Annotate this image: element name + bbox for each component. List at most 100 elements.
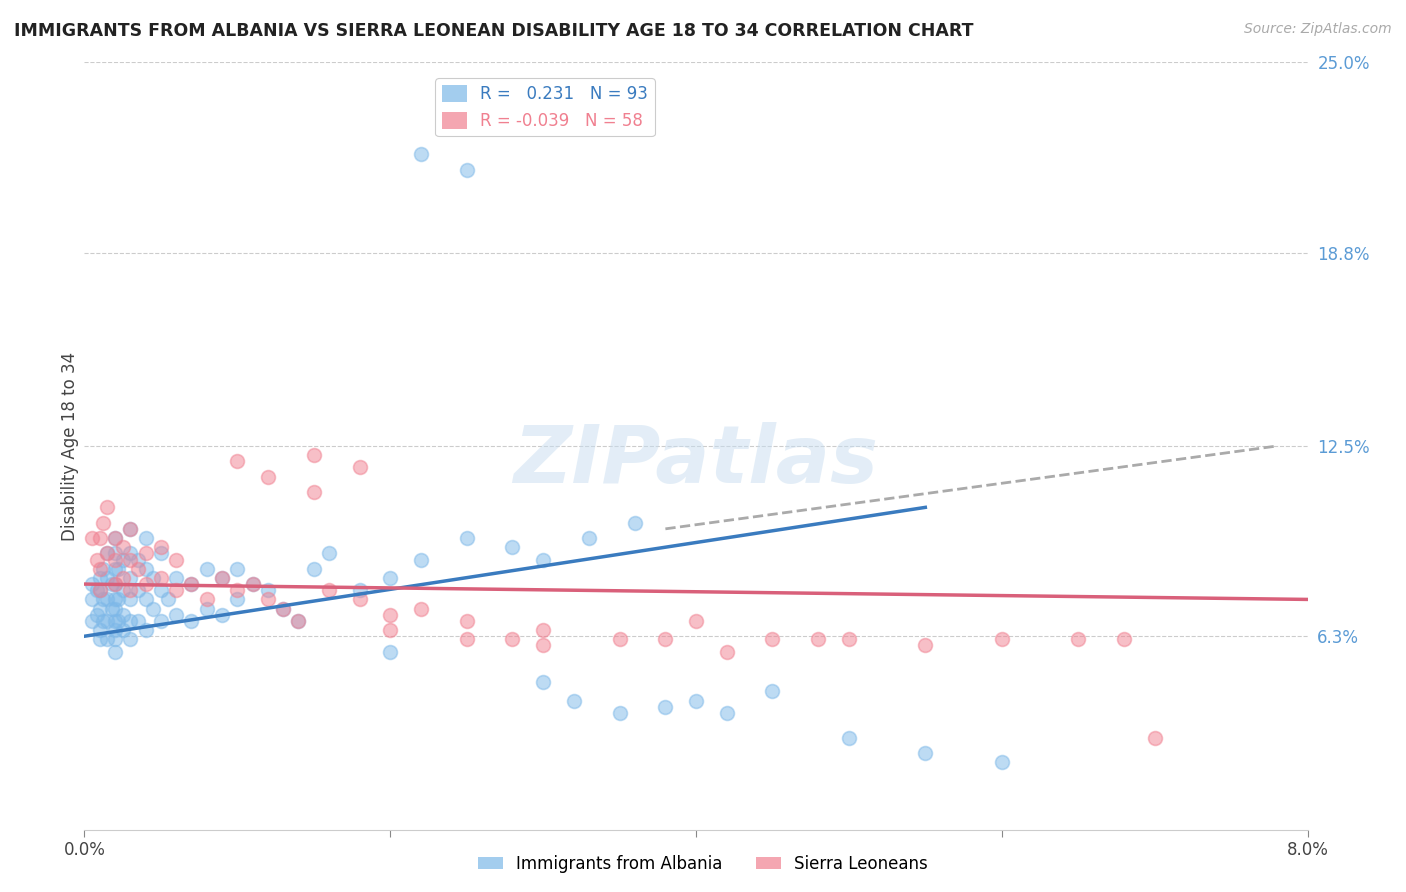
Point <box>271 601 294 615</box>
Point <box>104 577 127 591</box>
Point <box>91 516 114 530</box>
Point <box>111 552 134 566</box>
Point <box>104 552 127 566</box>
Point <box>609 632 631 647</box>
Point <box>104 614 127 628</box>
Point <box>104 562 127 576</box>
Point <box>211 607 233 622</box>
Point <box>531 639 554 653</box>
Point <box>149 541 172 555</box>
Point <box>135 623 157 637</box>
Point <box>914 639 936 653</box>
Legend: R =   0.231   N = 93, R = -0.039   N = 58: R = 0.231 N = 93, R = -0.039 N = 58 <box>436 78 655 136</box>
Point <box>96 546 118 560</box>
Point <box>624 516 647 530</box>
Point <box>991 755 1014 769</box>
Point <box>562 694 585 708</box>
Point <box>502 541 524 555</box>
Point <box>135 546 157 560</box>
Point <box>1143 731 1166 745</box>
Point <box>80 614 103 628</box>
Point <box>89 601 111 615</box>
Point <box>101 601 124 615</box>
Point <box>96 592 118 607</box>
Point <box>142 571 165 585</box>
Point <box>226 454 249 468</box>
Point <box>96 571 118 585</box>
Point <box>531 675 554 690</box>
Text: ZIPatlas: ZIPatlas <box>513 422 879 500</box>
Point <box>120 546 142 560</box>
Point <box>89 571 111 585</box>
Point <box>380 607 402 622</box>
Y-axis label: Disability Age 18 to 34: Disability Age 18 to 34 <box>60 351 79 541</box>
Point <box>86 552 108 566</box>
Point <box>120 571 142 585</box>
Point <box>96 500 118 515</box>
Point <box>180 577 202 591</box>
Point <box>380 623 402 637</box>
Point <box>149 583 172 598</box>
Point <box>409 601 432 615</box>
Point <box>226 562 249 576</box>
Point <box>104 592 127 607</box>
Point <box>761 684 783 698</box>
Point <box>104 632 127 647</box>
Point <box>107 592 129 607</box>
Point <box>838 731 860 745</box>
Point <box>91 614 114 628</box>
Point <box>578 531 600 545</box>
Point <box>104 601 127 615</box>
Point <box>761 632 783 647</box>
Point <box>318 583 340 598</box>
Point <box>456 162 478 177</box>
Point <box>127 562 149 576</box>
Point <box>104 577 127 591</box>
Point <box>96 632 118 647</box>
Point <box>349 583 371 598</box>
Point <box>120 614 142 628</box>
Point <box>80 592 103 607</box>
Point <box>135 531 157 545</box>
Point <box>111 541 134 555</box>
Point <box>302 562 325 576</box>
Point <box>135 562 157 576</box>
Point <box>111 571 134 585</box>
Point <box>142 601 165 615</box>
Point <box>716 644 738 658</box>
Point <box>1114 632 1136 647</box>
Point <box>257 592 280 607</box>
Point <box>195 562 218 576</box>
Point <box>104 531 127 545</box>
Point <box>242 577 264 591</box>
Point <box>149 571 172 585</box>
Point <box>149 546 172 560</box>
Point <box>91 592 114 607</box>
Point <box>104 623 127 637</box>
Point <box>180 577 202 591</box>
Point <box>914 746 936 760</box>
Point <box>120 632 142 647</box>
Point <box>86 583 108 598</box>
Point <box>531 552 554 566</box>
Point <box>380 644 402 658</box>
Point <box>104 531 127 545</box>
Point <box>120 592 142 607</box>
Point <box>120 583 142 598</box>
Point <box>838 632 860 647</box>
Point <box>104 546 127 560</box>
Point <box>195 601 218 615</box>
Point <box>456 614 478 628</box>
Point <box>531 623 554 637</box>
Point <box>287 614 309 628</box>
Point <box>165 607 187 622</box>
Point <box>456 531 478 545</box>
Point <box>226 583 249 598</box>
Point <box>685 694 707 708</box>
Point <box>127 552 149 566</box>
Point <box>211 571 233 585</box>
Point <box>257 583 280 598</box>
Point <box>91 562 114 576</box>
Point <box>165 583 187 598</box>
Point <box>86 607 108 622</box>
